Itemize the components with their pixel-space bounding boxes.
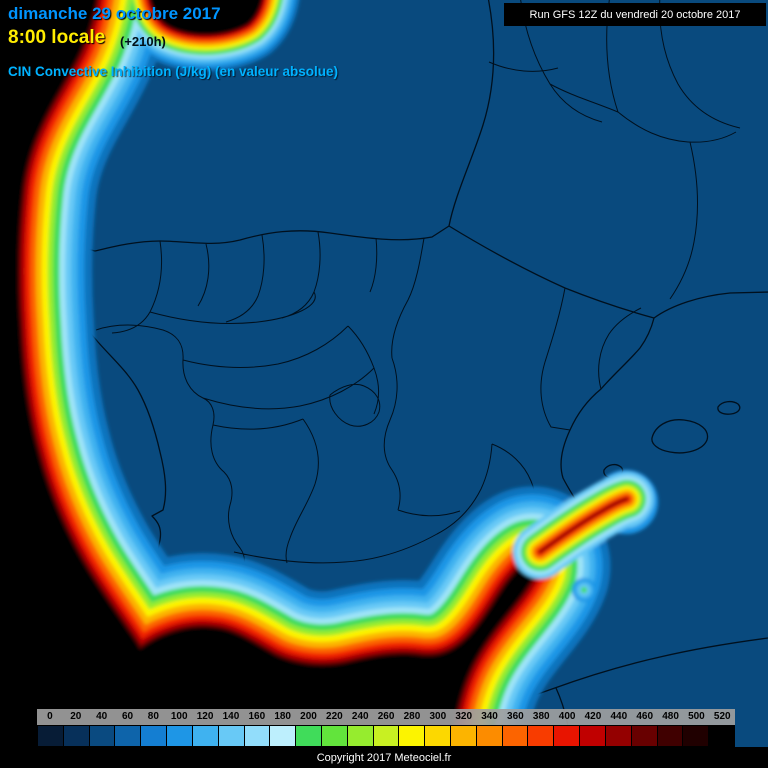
colorbar-value: 20 — [70, 711, 82, 722]
pyrenees-border-path — [448, 225, 655, 319]
colorbar-value: 400 — [558, 711, 576, 722]
parameter-label: CIN Convective Inhibition (J/kg) (en val… — [8, 64, 339, 79]
colorbar-cell — [476, 726, 503, 746]
colorbar-value: 160 — [248, 711, 266, 722]
colorbar-value: 280 — [403, 711, 421, 722]
colorbar-cell — [502, 726, 529, 746]
colorbar-value: 440 — [610, 711, 628, 722]
france-internal-borders — [488, 0, 741, 300]
colorbar-value: 220 — [326, 711, 343, 722]
run-info-box: Run GFS 12Z du vendredi 20 octobre 2017 — [504, 3, 766, 26]
colorbar-value: 0 — [47, 711, 53, 722]
colorbar-value: 480 — [662, 711, 679, 722]
colorbar-cell — [631, 726, 658, 746]
run-info-label: Run GFS 12Z du vendredi 20 octobre 2017 — [529, 8, 741, 21]
colorbar-cell — [321, 726, 348, 746]
colorbar-cell — [38, 726, 64, 746]
forecast-offset-label: (+210h) — [120, 34, 166, 49]
colorbar-cell — [192, 726, 219, 746]
colorbar-cell — [683, 726, 710, 746]
colorbar-cell — [399, 726, 426, 746]
colorbar-cell — [89, 726, 116, 746]
colorbar-cells — [37, 725, 735, 747]
colorbar-cell — [244, 726, 271, 746]
colorbar-value: 520 — [713, 711, 731, 722]
colorbar-value: 140 — [222, 711, 240, 722]
copyright-bar: Copyright 2017 Meteociel.fr — [0, 747, 768, 768]
colorbar-values: 0 20 40 60 80 100 120 140 160 180 200 220 240 260 280 3… — [37, 709, 735, 725]
colorbar-value: 40 — [96, 711, 108, 722]
colorbar-cell — [373, 726, 400, 746]
colorbar-value: 360 — [507, 711, 524, 722]
colorbar-cell — [605, 726, 632, 746]
colorbar-value: 120 — [196, 711, 214, 722]
colorbar-cell — [141, 726, 168, 746]
colorbar-value: 200 — [300, 711, 317, 722]
colorbar-cell — [451, 726, 477, 746]
colorbar-value: 380 — [532, 711, 550, 722]
colorbar-value: 420 — [584, 711, 602, 722]
colorbar-cell — [425, 726, 451, 746]
colorbar-cell — [218, 726, 245, 746]
colorbar-value: 100 — [170, 711, 188, 722]
colorbar-value: 340 — [481, 711, 498, 722]
colorbar-value: 240 — [351, 711, 369, 722]
colorbar-value: 300 — [429, 711, 447, 722]
colorbar-value: 460 — [636, 711, 654, 722]
colorbar-cell — [554, 726, 581, 746]
colorbar-cell — [167, 726, 193, 746]
colorbar-cell — [580, 726, 606, 746]
iberia-internal-borders — [95, 231, 642, 622]
colorbar-cell — [115, 726, 142, 746]
colorbar-value: 180 — [274, 711, 291, 722]
colorbar-value: 320 — [455, 711, 473, 722]
colorbar-cell — [296, 726, 322, 746]
cin-shading — [0, 0, 658, 768]
colorbar-cell — [709, 726, 734, 746]
colorbar-cell — [347, 726, 374, 746]
colorbar-cell — [63, 726, 90, 746]
local-time-label: 8:00 locale — [8, 27, 106, 48]
colorbar-value: 60 — [121, 711, 134, 722]
colorbar-cell — [657, 726, 684, 746]
colorbar-value: 80 — [147, 711, 159, 722]
colorbar-cell — [528, 726, 555, 746]
colorbar-value: 500 — [688, 711, 705, 722]
cin-spot-small — [572, 578, 596, 602]
colorbar-value: 260 — [377, 711, 395, 722]
colorbar-cell — [270, 726, 297, 746]
copyright-label: Copyright 2017 Meteociel.fr — [316, 751, 452, 764]
date-label: dimanche 29 octobre 2017 — [8, 4, 221, 23]
